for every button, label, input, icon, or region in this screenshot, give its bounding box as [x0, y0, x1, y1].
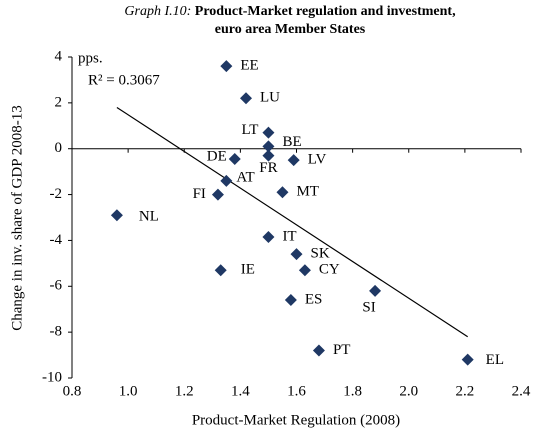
point: [312, 344, 325, 357]
point: [262, 149, 275, 162]
point: [262, 140, 275, 153]
point-label: AT: [236, 169, 254, 185]
point: [220, 174, 233, 187]
r-squared: R² = 0.3067: [88, 72, 160, 88]
point: [239, 92, 252, 105]
point: [290, 248, 303, 261]
y-tick-label: -10: [42, 369, 62, 385]
y-axis-label: Change in inv. share of GDP 2008-13: [9, 105, 25, 331]
point-label: PT: [333, 342, 351, 358]
point: [369, 284, 382, 297]
point-label: LT: [241, 122, 258, 138]
y-tick-label: -8: [50, 324, 63, 340]
point-label: IT: [282, 228, 296, 244]
y-tick-label: -2: [50, 186, 63, 202]
point: [287, 154, 300, 167]
x-tick-label: 1.8: [343, 383, 362, 399]
point: [220, 60, 233, 73]
point: [262, 230, 275, 243]
y-tick-label: 4: [55, 48, 63, 64]
x-tick-label: 2.0: [399, 383, 418, 399]
x-tick-label: 1.2: [175, 383, 194, 399]
point-label: CY: [319, 262, 340, 278]
point: [228, 153, 241, 166]
y-tick-label: 2: [55, 94, 63, 110]
y-tick-label: 0: [55, 140, 63, 156]
point-label: IE: [241, 262, 255, 278]
point: [214, 264, 227, 277]
point-label: BE: [282, 134, 301, 150]
point: [461, 353, 474, 366]
y-tick-label: -6: [50, 278, 63, 294]
point-label: NL: [139, 209, 159, 225]
point: [298, 264, 311, 277]
x-axis-label: Product-Market Regulation (2008): [192, 412, 400, 428]
title-prefix: Graph I.10:: [124, 4, 191, 19]
y-tick-label: -4: [50, 232, 63, 248]
point: [262, 126, 275, 139]
point-label: ES: [305, 291, 323, 307]
point-label: EE: [240, 58, 258, 74]
point: [110, 209, 123, 222]
chart-subtitle: euro area Member States: [215, 22, 366, 37]
point-label: LV: [308, 152, 327, 168]
point-label: FI: [193, 186, 206, 202]
point-label: FR: [259, 160, 277, 176]
point-label: MT: [296, 184, 319, 200]
y-unit: pps.: [78, 50, 103, 66]
point: [211, 188, 224, 201]
point-label: SI: [362, 299, 375, 315]
point: [284, 294, 297, 307]
point-label: EL: [486, 352, 504, 368]
x-tick-label: 0.8: [63, 383, 82, 399]
point-label: DE: [207, 148, 227, 164]
x-tick-label: 2.4: [512, 383, 531, 399]
x-tick-label: 1.0: [119, 383, 138, 399]
point-label: LU: [260, 90, 280, 106]
chart-title: Graph I.10: Product-Market regulation an…: [124, 4, 455, 19]
x-tick-label: 1.6: [287, 383, 306, 399]
point-label: SK: [311, 246, 330, 262]
point: [276, 186, 289, 199]
x-tick-label: 1.4: [231, 383, 250, 399]
trendline: [116, 106, 469, 338]
title-main: Product-Market regulation and investment…: [195, 4, 456, 19]
x-tick-label: 2.2: [456, 383, 475, 399]
